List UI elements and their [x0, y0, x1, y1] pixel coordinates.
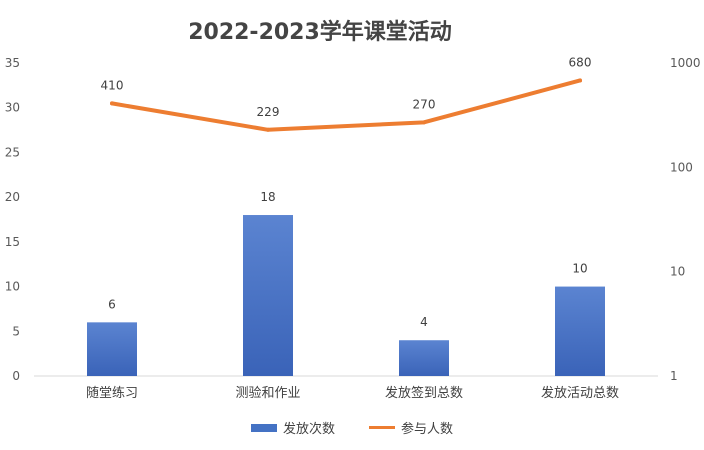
legend: 发放次数 参与人数	[0, 418, 704, 437]
category-label-1: 测验和作业	[235, 385, 300, 401]
bar-label-2: 4	[420, 315, 428, 329]
legend-swatch-line	[369, 426, 395, 429]
legend-swatch-bar	[250, 423, 277, 432]
legend-item-line: 参与人数	[369, 418, 453, 437]
line-point-0	[110, 101, 114, 106]
line-label-2: 270	[413, 97, 436, 111]
line-point-3	[578, 78, 582, 83]
bar-0	[87, 322, 137, 376]
category-label-2: 发放签到总数	[385, 385, 463, 401]
y-left-tick-6: 30	[5, 101, 20, 115]
line-label-1: 229	[257, 105, 280, 119]
y-right-tick-2: 100	[670, 160, 693, 174]
category-label-3: 发放活动总数	[541, 385, 619, 401]
y-left-tick-2: 10	[5, 280, 20, 294]
y-right-tick-1: 10	[670, 265, 685, 279]
category-label-0: 随堂练习	[86, 386, 138, 401]
y-left-tick-0: 0	[12, 369, 20, 383]
y-left-tick-5: 25	[5, 145, 20, 159]
y-right-tick-3: 1000	[670, 56, 701, 70]
legend-label-line: 参与人数	[401, 422, 454, 437]
y-left-tick-3: 15	[5, 235, 20, 249]
bar-label-1: 18	[260, 190, 275, 204]
y-left-tick-1: 5	[12, 324, 20, 338]
y-left-tick-7: 35	[5, 56, 20, 70]
bar-label-3: 10	[572, 262, 587, 276]
line-series	[110, 78, 582, 132]
y-left-tick-4: 20	[5, 190, 20, 204]
bar-3	[555, 286, 605, 376]
legend-item-bar: 发放次数	[250, 418, 335, 437]
line-point-2	[422, 120, 426, 125]
line-label-3: 680	[569, 55, 592, 69]
legend-label-bar: 发放次数	[282, 422, 335, 437]
line-point-1	[266, 127, 270, 132]
bar-label-0: 6	[108, 297, 116, 311]
line-label-0: 410	[101, 78, 124, 92]
chart-title: 2022-2023学年课堂活动	[188, 20, 452, 45]
bar-1	[243, 215, 293, 376]
bar-2	[399, 340, 449, 376]
combo-chart: 0510152025303511010010006184104102292706…	[5, 55, 701, 401]
y-right-tick-0: 1	[670, 369, 678, 383]
